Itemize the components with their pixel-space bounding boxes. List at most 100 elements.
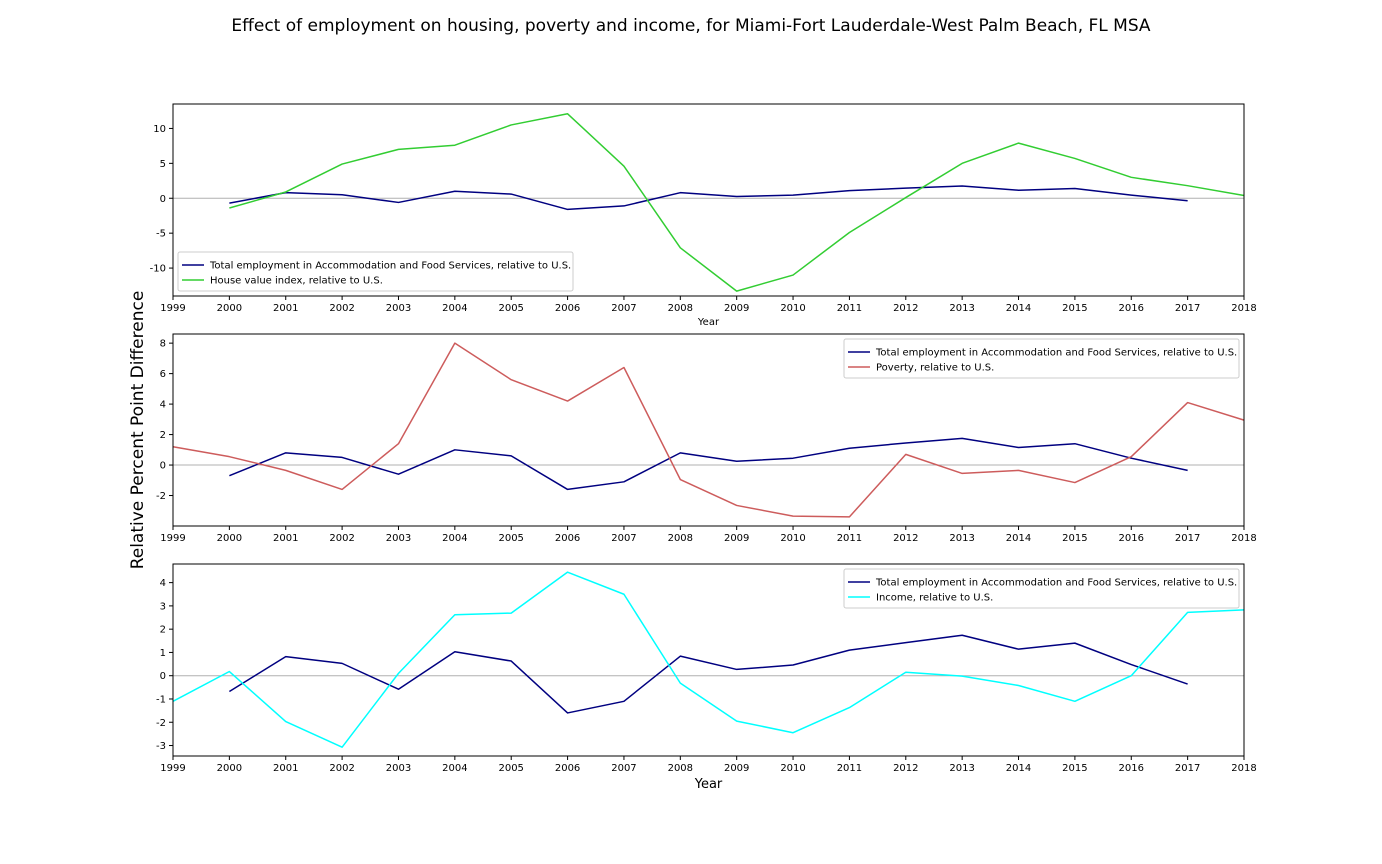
income-series-income-line — [172, 571, 1245, 748]
housing-ytick-label: -5 — [156, 229, 166, 240]
income-ytick-label: 0 — [160, 671, 166, 682]
income-xtick-label: 2005 — [498, 763, 523, 774]
poverty-xtick-label: 2002 — [329, 533, 354, 544]
income-legend-box — [843, 568, 1240, 609]
poverty-xtick-label: 2015 — [1062, 533, 1087, 544]
income-ytick-label: 4 — [160, 578, 166, 589]
housing-xtick-label: 2016 — [1119, 303, 1144, 314]
income-ytick-label: -1 — [156, 694, 166, 705]
housing-xtick-label: 2007 — [611, 303, 636, 314]
housing-legend-label-employment: Total employment in Accommodation and Fo… — [209, 261, 571, 272]
income-xtick-label: 2015 — [1062, 763, 1087, 774]
poverty-xtick-label: 2008 — [668, 533, 693, 544]
poverty-xtick-label: 2007 — [611, 533, 636, 544]
housing-xtick-label: 2006 — [555, 303, 580, 314]
poverty-xtick-label: 2016 — [1119, 533, 1144, 544]
housing-ytick-label: -10 — [150, 264, 166, 275]
income-xtick-label: 2017 — [1175, 763, 1200, 774]
housing-axes-frame — [172, 103, 1245, 297]
housing-xtick-label: 2001 — [273, 303, 298, 314]
income-xtick-label: 2001 — [273, 763, 298, 774]
housing-xtick-label: 2017 — [1175, 303, 1200, 314]
housing-xtick-label: 2002 — [329, 303, 354, 314]
poverty-ytick-label: 8 — [160, 339, 166, 350]
income-xtick-label: 2018 — [1231, 763, 1256, 774]
figure-title: Effect of employment on housing, poverty… — [231, 16, 1151, 36]
housing-series-housing-line — [229, 113, 1245, 292]
poverty-axes-frame — [172, 333, 1245, 527]
poverty-xtick-label: 2011 — [837, 533, 862, 544]
income-legend-label-income: Income, relative to U.S. — [876, 593, 993, 604]
housing-xlabel: Year — [697, 317, 720, 328]
housing-legend-box — [177, 251, 574, 292]
poverty-ytick-label: 4 — [160, 400, 166, 411]
poverty-legend-label-poverty: Poverty, relative to U.S. — [876, 363, 994, 374]
income-xtick-label: 2002 — [329, 763, 354, 774]
income-xtick-label: 2003 — [386, 763, 411, 774]
housing-xtick-label: 2018 — [1231, 303, 1256, 314]
poverty-xtick-label: 2004 — [442, 533, 467, 544]
housing-xtick-label: 2000 — [217, 303, 242, 314]
poverty-xtick-label: 1999 — [160, 533, 185, 544]
housing-legend-label-housing: House value index, relative to U.S. — [210, 276, 383, 287]
poverty-ytick-label: 2 — [160, 430, 166, 441]
income-ytick-label: 3 — [160, 601, 166, 612]
poverty-xtick-label: 2014 — [1006, 533, 1031, 544]
housing-ytick-label: 10 — [153, 124, 166, 135]
income-ytick-label: 2 — [160, 625, 166, 636]
income-xlabel: Year — [694, 777, 723, 792]
poverty-xtick-label: 2001 — [273, 533, 298, 544]
housing-xtick-label: 2014 — [1006, 303, 1031, 314]
income-xtick-label: 2012 — [893, 763, 918, 774]
income-legend-label-employment: Total employment in Accommodation and Fo… — [875, 578, 1237, 589]
housing-xtick-label: 2015 — [1062, 303, 1087, 314]
housing-xtick-label: 2009 — [724, 303, 749, 314]
poverty-series-poverty-line — [172, 342, 1245, 518]
housing-xtick-label: 2005 — [498, 303, 523, 314]
poverty-xtick-label: 2005 — [498, 533, 523, 544]
housing-xtick-label: 1999 — [160, 303, 185, 314]
poverty-xtick-label: 2010 — [780, 533, 805, 544]
housing-chart: 1999 2000 2001 2002 2003 2004 2005 2006 2007 2008… — [150, 103, 1257, 328]
income-xtick-label: 2016 — [1119, 763, 1144, 774]
poverty-ytick-label: 0 — [160, 461, 166, 472]
housing-xtick-label: 2008 — [668, 303, 693, 314]
poverty-xtick-label: 2018 — [1231, 533, 1256, 544]
figure-ylabel: Relative Percent Point Difference — [128, 291, 148, 570]
income-xtick-label: 2011 — [837, 763, 862, 774]
income-ytick-label: -2 — [156, 718, 166, 729]
poverty-legend-label-employment: Total employment in Accommodation and Fo… — [875, 348, 1237, 359]
income-axes-frame — [172, 563, 1245, 757]
poverty-legend-box — [843, 338, 1240, 379]
housing-xtick-label: 2003 — [386, 303, 411, 314]
housing-xtick-label: 2011 — [837, 303, 862, 314]
poverty-xtick-label: 2017 — [1175, 533, 1200, 544]
income-xtick-label: 2007 — [611, 763, 636, 774]
poverty-ytick-label: -2 — [156, 491, 166, 502]
income-ytick-label: -3 — [156, 741, 166, 752]
income-xtick-label: 2010 — [780, 763, 805, 774]
income-xtick-label: 2009 — [724, 763, 749, 774]
income-xtick-label: 2000 — [217, 763, 242, 774]
poverty-xtick-label: 2003 — [386, 533, 411, 544]
income-xtick-label: 2006 — [555, 763, 580, 774]
poverty-chart: 1999 2000 2001 2002 2003 2004 2005 2006 2007 2008… — [156, 333, 1257, 544]
income-xtick-label: 2013 — [949, 763, 974, 774]
poverty-ytick-label: 6 — [160, 369, 166, 380]
income-xtick-label: 1999 — [160, 763, 185, 774]
housing-xtick-label: 2012 — [893, 303, 918, 314]
housing-xtick-label: 2004 — [442, 303, 467, 314]
poverty-xtick-label: 2009 — [724, 533, 749, 544]
poverty-xtick-label: 2006 — [555, 533, 580, 544]
income-xtick-label: 2004 — [442, 763, 467, 774]
housing-xtick-label: 2010 — [780, 303, 805, 314]
income-ytick-label: 1 — [160, 648, 166, 659]
income-chart: 1999 2000 2001 2002 2003 2004 2005 2006 2007 2008… — [156, 563, 1257, 792]
housing-ytick-label: 0 — [160, 194, 166, 205]
poverty-xtick-label: 2013 — [949, 533, 974, 544]
poverty-series-employment-line — [229, 437, 1188, 491]
poverty-xtick-label: 2012 — [893, 533, 918, 544]
housing-series-employment-line — [229, 185, 1188, 211]
housing-xtick-label: 2013 — [949, 303, 974, 314]
